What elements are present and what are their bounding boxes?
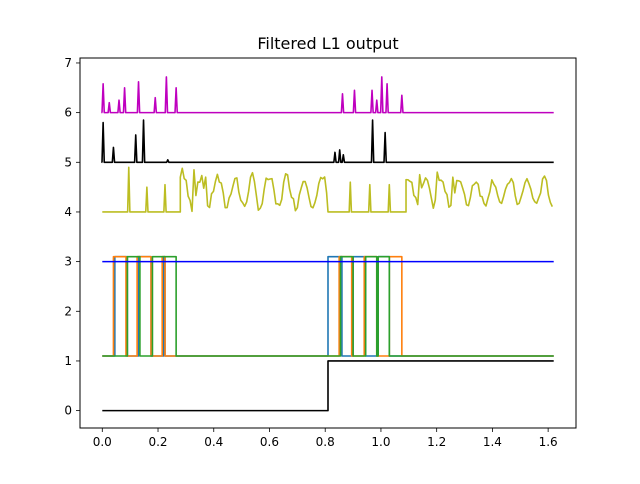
series-line-4 xyxy=(102,255,554,357)
axes-frame xyxy=(79,57,577,429)
y-tick-label: 2 xyxy=(64,304,72,318)
series-line-6 xyxy=(102,166,554,213)
x-tick-label: 1.6 xyxy=(539,435,558,449)
y-tick-label: 0 xyxy=(64,404,72,418)
series-line-2 xyxy=(102,255,554,357)
y-tick-label: 6 xyxy=(64,106,72,120)
x-tick-label: 0.6 xyxy=(260,435,279,449)
x-tick-label: 1.0 xyxy=(371,435,390,449)
series-layer xyxy=(101,76,554,412)
y-tick-label: 3 xyxy=(64,255,72,269)
x-axis: 0.0 0.2 0.4 0.6 0.8 1.0 1.2 1.4 1.6 xyxy=(93,428,558,449)
y-tick-label: 5 xyxy=(64,155,72,169)
series-line-7 xyxy=(101,119,554,164)
x-tick-label: 1.4 xyxy=(483,435,502,449)
y-tick-label: 4 xyxy=(64,205,72,219)
y-axis: 0 1 2 3 4 5 6 7 xyxy=(64,56,80,418)
x-tick-label: 0.8 xyxy=(316,435,335,449)
x-tick-label: 0.2 xyxy=(148,435,167,449)
x-tick-label: 1.2 xyxy=(427,435,446,449)
series-line-8 xyxy=(101,76,554,114)
series-line-1 xyxy=(102,360,554,412)
chart-title: Filtered L1 output xyxy=(257,34,398,53)
y-tick-label: 1 xyxy=(64,354,72,368)
x-tick-label: 0.4 xyxy=(204,435,223,449)
y-tick-label: 7 xyxy=(64,56,72,70)
x-tick-label: 0.0 xyxy=(93,435,112,449)
